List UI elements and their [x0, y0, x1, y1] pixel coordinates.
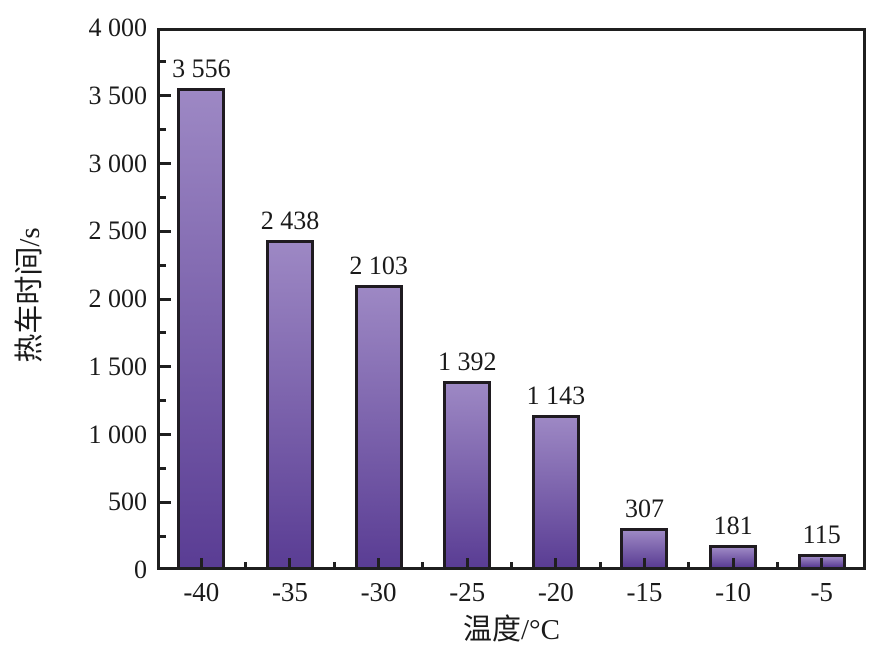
y-major-tick: [160, 229, 171, 233]
x-major-tick: [820, 558, 824, 567]
y-minor-tick: [160, 128, 166, 132]
x-major-tick: [465, 558, 469, 567]
y-tick-label: 4 000: [88, 13, 148, 42]
top-spine: [157, 28, 866, 31]
y-minor-tick: [160, 60, 166, 64]
x-tick-label: -30: [360, 577, 397, 607]
x-tick-label: -40: [183, 577, 220, 607]
bar-value-label: 3 556: [172, 54, 231, 84]
bar-value-label: 1 392: [437, 347, 497, 377]
bar-value-label: 181: [713, 511, 753, 541]
y-tick-label: 1 000: [88, 419, 148, 449]
y-tick-label: 2 000: [88, 284, 148, 313]
x-major-tick: [199, 558, 203, 567]
bar--40: [177, 88, 226, 570]
right-spine: [863, 28, 866, 570]
bar-value-label: 1 143: [526, 381, 586, 411]
y-minor-tick: [160, 331, 166, 335]
x-major-tick: [377, 558, 381, 567]
x-minor-tick: [332, 562, 336, 567]
y-tick-label: 1 500: [88, 351, 148, 381]
y-major-tick: [160, 365, 171, 369]
x-tick-label: -10: [715, 577, 752, 607]
y-tick-label: 3 000: [88, 148, 148, 178]
x-tick-label: -5: [810, 577, 833, 607]
y-major-tick: [160, 94, 171, 98]
y-major-tick: [160, 297, 171, 301]
plot-area: [157, 28, 866, 570]
x-minor-tick: [421, 562, 425, 567]
x-minor-tick: [687, 562, 691, 567]
x-major-tick: [554, 558, 558, 567]
x-minor-tick: [775, 562, 779, 567]
bar-value-label: 115: [802, 520, 841, 550]
x-tick-label: -35: [271, 577, 308, 607]
y-major-tick: [160, 433, 171, 436]
bar-value-label: 307: [624, 494, 664, 524]
x-minor-tick: [598, 562, 602, 567]
y-minor-tick: [160, 399, 166, 403]
y-minor-tick: [160, 466, 166, 470]
y-tick-label: 500: [108, 487, 147, 517]
x-minor-tick: [510, 562, 513, 567]
bar-value-label: 2 438: [260, 205, 320, 235]
y-major-tick: [160, 500, 171, 504]
x-major-tick: [642, 558, 646, 567]
y-tick-label: 0: [134, 555, 147, 584]
y-axis-spine: [157, 28, 160, 570]
y-minor-tick: [160, 195, 166, 199]
x-major-tick: [288, 558, 292, 567]
x-major-tick: [731, 558, 735, 567]
x-minor-tick: [244, 562, 248, 567]
y-tick-label: 3 500: [88, 80, 148, 110]
bar-value-label: 2 103: [349, 251, 408, 281]
x-axis-spine: [157, 567, 866, 570]
y-tick-label: 2 500: [88, 216, 148, 246]
y-minor-tick: [160, 534, 166, 538]
bar--35: [265, 239, 314, 570]
x-tick-label: -20: [537, 577, 574, 607]
y-minor-tick: [160, 263, 166, 267]
y-major-tick: [160, 162, 171, 165]
bar--30: [354, 285, 403, 570]
x-tick-label: -25: [449, 577, 486, 607]
bar--20: [531, 415, 580, 570]
x-axis-label: 温度/°C: [463, 614, 560, 646]
bar--25: [443, 381, 492, 570]
x-tick-label: -15: [626, 577, 663, 607]
